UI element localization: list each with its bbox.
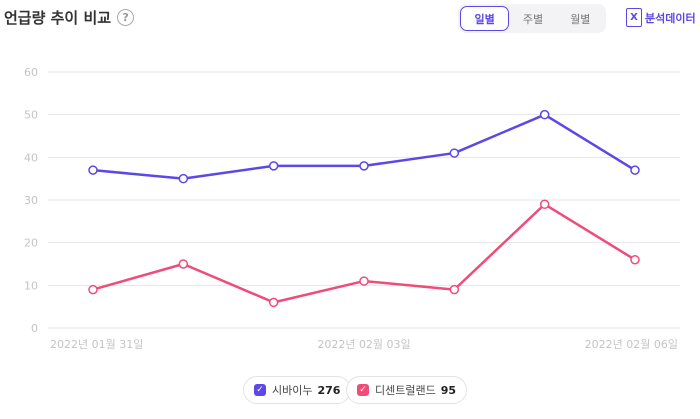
- tab-daily[interactable]: 일별: [460, 6, 510, 31]
- legend-series-total: 95: [440, 383, 457, 397]
- data-point: [449, 284, 460, 295]
- data-point: [88, 284, 98, 295]
- y-tick-label: 40: [24, 151, 38, 164]
- data-point: [539, 109, 550, 120]
- tab-weekly[interactable]: 주별: [522, 12, 544, 26]
- chart-title: 언급량 추이 비교 ?: [4, 7, 135, 28]
- data-point: [359, 161, 369, 171]
- y-tick-label: 50: [24, 109, 38, 122]
- legend-series-total: 276: [317, 383, 341, 397]
- legend-item-series-1[interactable]: ✓ 시바이누 276: [243, 376, 352, 404]
- series-line: [92, 203, 636, 304]
- analysis-data-button[interactable]: X 분석데이터: [626, 8, 696, 27]
- chart-title-text: 언급량 추이 비교: [4, 9, 112, 27]
- x-tick-label: 2022년 01월 31일: [50, 337, 143, 351]
- legend-series-name: 시바이누: [272, 384, 313, 397]
- data-point: [630, 165, 640, 175]
- y-tick-label: 30: [24, 194, 38, 207]
- legend-item-series-2[interactable]: ✓ 디센트럴랜드 95: [346, 376, 468, 404]
- grid-lines: [48, 71, 680, 329]
- data-point: [178, 259, 189, 269]
- help-icon[interactable]: ?: [117, 9, 135, 26]
- data-point: [268, 161, 279, 171]
- data-point: [539, 199, 550, 210]
- y-tick-labels: 0 10 20 30 40 50 60: [24, 66, 38, 335]
- y-tick-label: 20: [24, 237, 38, 250]
- x-tick-labels: 2022년 01월 31일 2022년 02월 03일 2022년 02월 06일: [50, 337, 678, 351]
- y-tick-label: 0: [31, 322, 38, 335]
- data-point: [449, 148, 460, 158]
- tab-monthly[interactable]: 월별: [570, 12, 591, 26]
- period-toggle: 일별 주별 월별: [458, 4, 606, 33]
- checkbox-icon[interactable]: ✓: [357, 384, 369, 396]
- analysis-data-label: 분석데이터: [645, 11, 696, 25]
- series-lines: [88, 109, 640, 308]
- excel-icon: X: [626, 8, 642, 27]
- x-tick-label: 2022년 02월 06일: [585, 337, 678, 351]
- data-point: [268, 297, 279, 308]
- data-point: [630, 254, 640, 265]
- y-tick-label: 10: [24, 279, 38, 292]
- checkbox-icon[interactable]: ✓: [254, 384, 266, 396]
- data-point: [178, 173, 189, 184]
- y-tick-label: 60: [24, 66, 38, 79]
- data-point: [88, 165, 98, 175]
- legend-series-name: 디센트럴랜드: [375, 384, 436, 397]
- data-point: [359, 276, 369, 286]
- x-tick-label: 2022년 02월 03일: [317, 337, 410, 351]
